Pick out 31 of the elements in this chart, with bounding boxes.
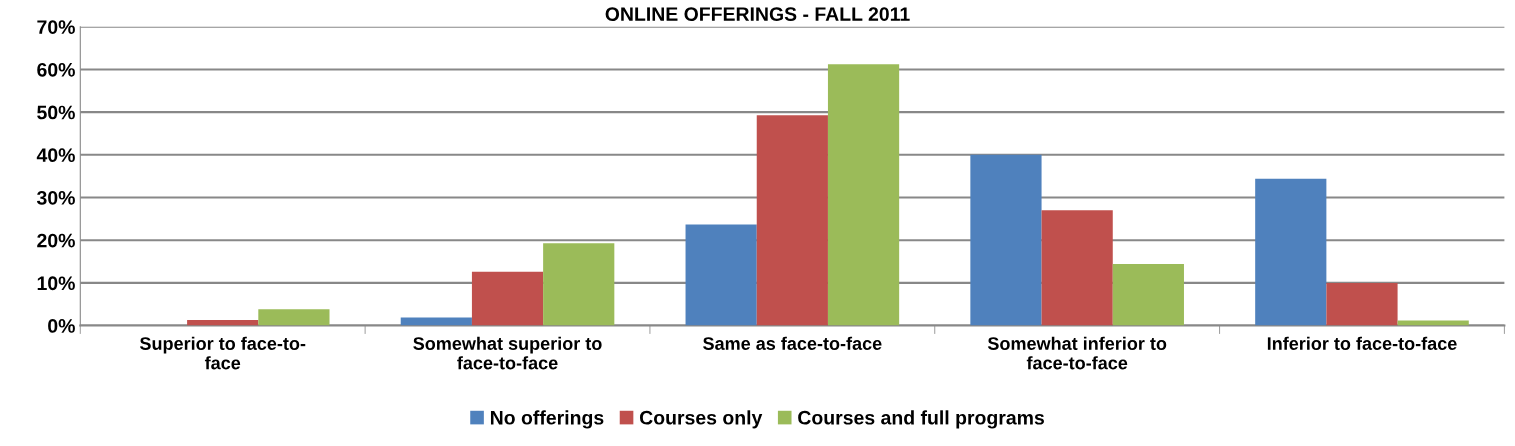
bar [970, 154, 1042, 326]
bar [1112, 264, 1184, 326]
x-tick-label: Somewhat superior to face-to-face [413, 336, 602, 370]
y-tick-label: 30% [36, 190, 75, 205]
bar [258, 309, 330, 326]
legend-label: Courses and full programs [798, 410, 1044, 429]
x-tick-label: Somewhat inferior to face-to-face [987, 336, 1167, 370]
bar [400, 317, 472, 326]
bar [1397, 320, 1469, 326]
bar [543, 243, 615, 326]
y-tick-label: 40% [36, 148, 75, 163]
legend-label: No offerings [490, 410, 604, 429]
bar [756, 115, 828, 326]
bar [471, 271, 544, 326]
chart-title: ONLINE OFFERINGS - FALL 2011 [605, 7, 910, 21]
y-tick-label: 20% [37, 233, 75, 248]
legend-label: Courses only [639, 410, 763, 429]
bar [1326, 282, 1398, 326]
x-tick-label: Inferior to face-to-face [1267, 336, 1457, 350]
y-tick-label: 70% [37, 20, 75, 34]
y-tick-label: 60% [37, 62, 75, 77]
bar [1255, 178, 1327, 326]
y-tick-label: 0% [48, 319, 75, 333]
x-tick-label: Superior to face-to- face [139, 336, 306, 370]
bar [685, 224, 757, 326]
x-tick-label: Same as face-to-face [703, 336, 882, 350]
bar [187, 320, 259, 326]
y-tick-label: 10% [37, 276, 75, 291]
bar [827, 64, 900, 326]
y-tick-label: 50% [37, 105, 75, 120]
bar [1041, 210, 1113, 326]
